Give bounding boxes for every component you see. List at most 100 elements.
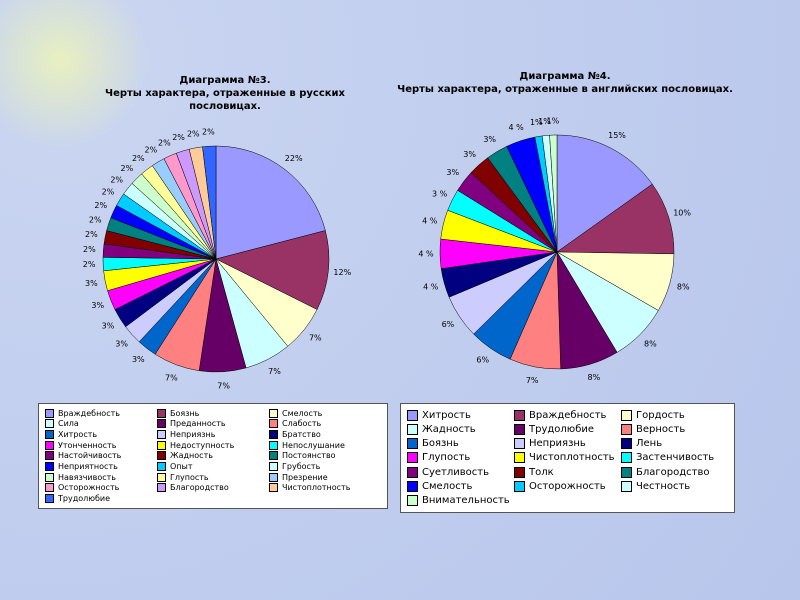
legend-item: Навязчивость [45, 472, 157, 483]
value-label: 2% [121, 164, 134, 173]
value-label: 12% [333, 268, 351, 277]
legend-item: Преданность [157, 419, 269, 430]
legend-label: Внимательность [422, 495, 510, 507]
value-label: 3% [85, 279, 98, 288]
legend-label: Враждебность [58, 408, 120, 418]
legend-item: Утонченность [45, 440, 157, 451]
value-label: 4 % [423, 282, 439, 291]
legend-swatch [514, 438, 525, 450]
value-label: 8% [677, 282, 690, 291]
legend-swatch [45, 451, 54, 461]
legend-label: Сила [58, 419, 79, 429]
pie-slice [215, 230, 330, 310]
legend-item: Чистоплотность [514, 451, 621, 465]
legend-item: Опыт [157, 461, 269, 472]
value-label: 6% [476, 355, 489, 364]
legend-item: Жадность [157, 451, 269, 462]
legend-item: Трудолюбие [514, 422, 621, 436]
pie-slice [202, 145, 217, 260]
legend-swatch [269, 472, 278, 482]
legend-label: Недоступность [170, 440, 235, 450]
value-label: 3% [102, 321, 115, 330]
legend-label: Преданность [170, 419, 226, 429]
legend-label: Хитрость [58, 430, 98, 440]
legend-item: Глупость [157, 472, 269, 483]
legend-label: Толк [529, 466, 554, 478]
value-label: 7% [268, 367, 281, 376]
value-label: 2% [102, 188, 115, 197]
legend-swatch [269, 419, 278, 429]
legend-item: Неприятность [45, 461, 157, 472]
value-label: 2% [83, 260, 96, 269]
value-label: 10% [673, 209, 691, 218]
legend-swatch [45, 430, 54, 440]
legend-swatch [45, 462, 54, 472]
value-label: 7% [165, 373, 178, 382]
legend-swatch [157, 408, 166, 418]
legend-label: Глупость [422, 452, 471, 464]
legend-item: Глупость [407, 451, 514, 465]
chart-title: Диаграмма №3. [179, 75, 271, 86]
legend-swatch [45, 408, 54, 418]
value-label: 8% [644, 339, 657, 348]
legend-swatch [407, 409, 418, 421]
value-label: 7% [309, 334, 322, 343]
legend-swatch [407, 495, 418, 507]
legend-swatch [269, 430, 278, 440]
legend-item: Внимательность [407, 494, 514, 508]
value-label: 3% [483, 135, 496, 144]
legend-item: Сила [45, 419, 157, 430]
legend-swatch [407, 481, 418, 493]
legend-swatch [45, 440, 54, 450]
value-label: 2% [132, 154, 145, 163]
legend-label: Братство [282, 430, 321, 440]
value-label: 3% [91, 301, 104, 310]
legend-item: Смелость [269, 408, 381, 419]
legend-label: Опыт [170, 462, 193, 472]
legend-swatch [514, 409, 525, 421]
legend-swatch [157, 440, 166, 450]
value-label: 3% [463, 150, 476, 159]
value-label: 1% [530, 118, 543, 127]
legend-label: Постоянство [282, 451, 336, 461]
value-label: 3 % [432, 189, 448, 198]
legend-label: Смелость [422, 481, 473, 493]
legend-item: Боязнь [407, 437, 514, 451]
legend-label: Смелость [282, 408, 323, 418]
legend-item: Грубость [269, 461, 381, 472]
value-label: 2% [172, 133, 185, 142]
legend-label: Благородство [636, 466, 710, 478]
legend-label: Осторожность [58, 483, 120, 493]
legend-item: Неприязнь [157, 429, 269, 440]
legend-swatch [157, 483, 166, 493]
legend-label: Жадность [170, 451, 213, 461]
legend-swatch [45, 494, 54, 504]
legend-label: Осторожность [529, 481, 606, 493]
legend-label: Застенчивость [636, 452, 715, 464]
legend-item: Постоянство [269, 451, 381, 462]
legend-label: Грубость [282, 462, 321, 472]
legend-swatch [407, 452, 418, 464]
legend-item: Неприязнь [514, 437, 621, 451]
legend-swatch [514, 452, 525, 464]
value-label: 2% [83, 245, 96, 254]
legend-swatch [269, 440, 278, 450]
chart-heading: Диаграмма №4. Черты характера, отраженны… [390, 70, 740, 96]
legend-item: Непослушание [269, 440, 381, 451]
value-label: 4 % [509, 123, 525, 132]
legend-label: Презрение [282, 472, 328, 482]
value-label: 2% [94, 201, 107, 210]
legend-swatch [269, 408, 278, 418]
legend-item: Суетливость [407, 465, 514, 479]
legend-swatch [514, 423, 525, 435]
legend-item: Хитрость [45, 429, 157, 440]
legend-label: Суетливость [422, 466, 489, 478]
value-label: 1% [546, 117, 559, 126]
legend: Хитрость Враждебность Гордость Жадность Труд… [400, 403, 735, 513]
legend-label: Непослушание [282, 440, 345, 450]
legend-item: Смелость [407, 479, 514, 493]
legend-item: Хитрость [407, 408, 514, 422]
legend-item: Презрение [269, 472, 381, 483]
